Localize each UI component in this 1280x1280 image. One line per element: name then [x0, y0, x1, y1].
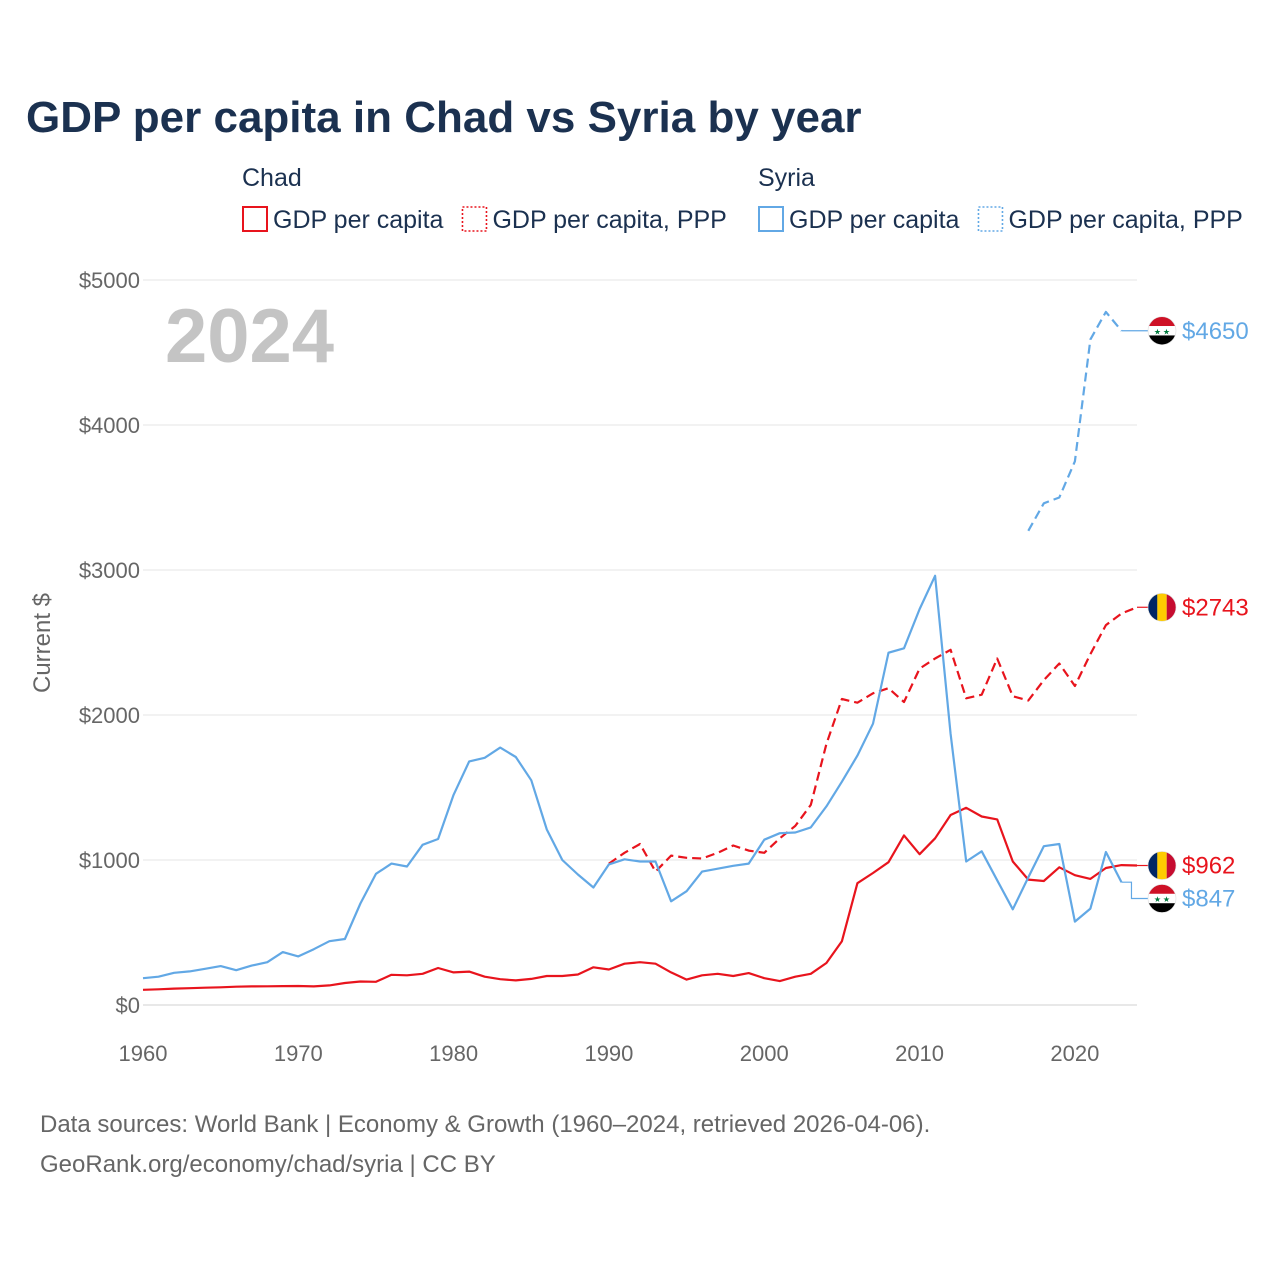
- year-watermark: 2024: [165, 294, 334, 379]
- series-line-chad-gdp-per-capita-ppp: [608, 606, 1138, 873]
- legend-swatch: [242, 206, 268, 232]
- end-connector: [1121, 881, 1148, 900]
- legend-swatch: [977, 206, 1004, 232]
- syria-flag-icon: ★ ★: [1147, 884, 1177, 913]
- x-tick-label: 2020: [1050, 1041, 1099, 1066]
- series-line-chad-gdp-per-capita: [142, 806, 1138, 991]
- syria-flag-icon: ★ ★: [1147, 316, 1177, 346]
- legend-label: GDP per capita, PPP: [1008, 206, 1242, 234]
- source-line-2: GeoRank.org/economy/chad/syria | CC BY: [40, 1151, 496, 1178]
- x-tick-label: 1960: [119, 1041, 168, 1066]
- legend: Chad GDP per capita GDP per capita, PPP Syr…: [242, 164, 1243, 234]
- y-tick-label: $4000: [79, 413, 140, 438]
- gridlines: [143, 279, 1137, 1006]
- legend-label: GDP per capita, PPP: [492, 206, 726, 234]
- legend-swatch: [758, 206, 784, 232]
- y-tick-label: $2000: [79, 703, 140, 728]
- svg-text:★: ★: [1154, 895, 1161, 904]
- legend-label: GDP per capita: [273, 206, 444, 234]
- series-line-syria-gdp-per-capita-ppp: [1027, 310, 1123, 532]
- x-tick-label: 1970: [274, 1041, 323, 1066]
- y-axis-label: Current $: [29, 593, 56, 693]
- legend-swatch: [461, 206, 488, 232]
- end-value-label: $962: [1182, 853, 1235, 880]
- legend-group-syria: Syria: [758, 164, 815, 192]
- x-tick-label: 1990: [584, 1041, 633, 1066]
- x-tick-label: 2010: [895, 1041, 944, 1066]
- y-tick-label: $1000: [79, 848, 140, 873]
- x-tick-label: 1980: [429, 1041, 478, 1066]
- y-axis-ticks: $0 $1000 $2000 $3000 $4000 $5000: [79, 268, 140, 1018]
- series-line-syria-gdp-per-capita: [142, 574, 1123, 980]
- chad-flag-icon: [1147, 851, 1177, 880]
- end-value-label: $2743: [1182, 594, 1249, 621]
- y-tick-label: $0: [116, 993, 140, 1018]
- chart-title: GDP per capita in Chad vs Syria by year: [26, 93, 862, 142]
- end-value-label: $4650: [1182, 318, 1249, 345]
- svg-text:★: ★: [1154, 327, 1161, 336]
- end-value-label: $847: [1182, 886, 1235, 913]
- end-markers: $962$2743★ ★ $847★ ★ $4650: [1121, 316, 1249, 913]
- chad-flag-icon: [1147, 592, 1177, 622]
- legend-label: GDP per capita: [789, 206, 960, 234]
- y-tick-label: $3000: [79, 558, 140, 583]
- series-layer: [142, 310, 1138, 991]
- x-tick-label: 2000: [740, 1041, 789, 1066]
- legend-group-chad: Chad: [242, 164, 302, 192]
- y-tick-label: $5000: [79, 268, 140, 293]
- svg-text:★: ★: [1163, 327, 1170, 336]
- source-line-1: Data sources: World Bank | Economy & Gro…: [40, 1111, 930, 1138]
- x-axis-ticks: 1960 1970 1980 1990 2000 2010 2020: [119, 1041, 1100, 1066]
- svg-text:★: ★: [1163, 895, 1170, 904]
